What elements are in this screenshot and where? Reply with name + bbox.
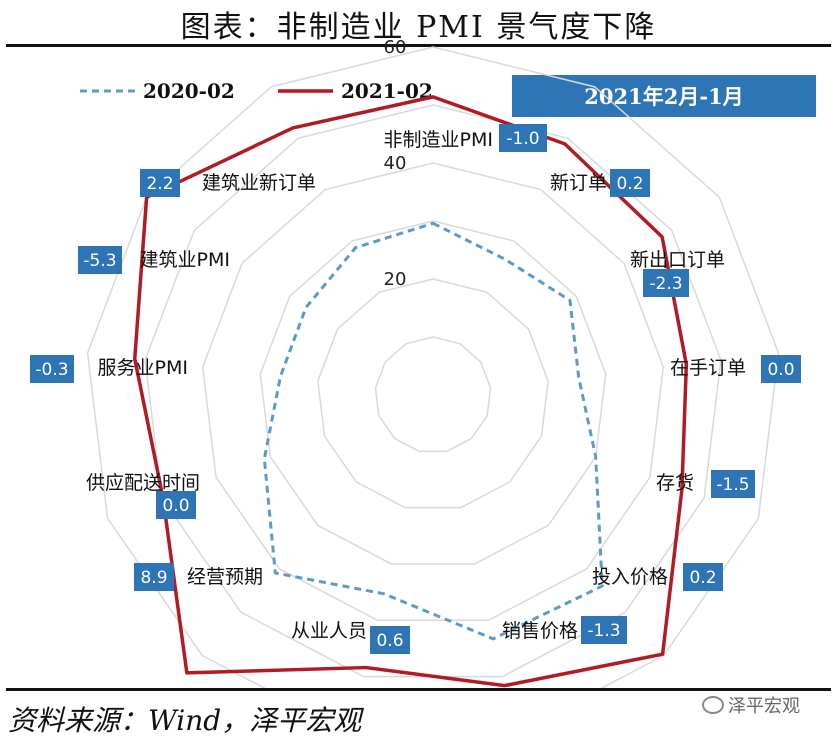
- change-box-4: [711, 470, 755, 498]
- change-box-7: [370, 626, 410, 654]
- axis-label-4: 存货: [656, 472, 694, 494]
- grid-ring-30: [259, 220, 607, 565]
- change-value-7: 0.6: [376, 631, 403, 651]
- change-value-1: 0.2: [616, 174, 643, 194]
- axis-label-6: 销售价格: [502, 620, 578, 642]
- change-header-text: 2021年2月-1月: [584, 84, 743, 109]
- change-value-0: -1.0: [506, 129, 539, 149]
- axis-label-1: 新订单: [550, 172, 607, 194]
- change-header: 2021年2月-1月: [512, 75, 816, 117]
- axis-label-10: 服务业PMI: [98, 357, 188, 379]
- change-box-11: [78, 246, 122, 274]
- change-value-8: 8.9: [140, 568, 167, 588]
- series-layer: [133, 95, 689, 688]
- change-box-0: [499, 124, 547, 152]
- axis-label-2: 新出口订单: [630, 249, 725, 271]
- change-box-5: [683, 563, 723, 591]
- grid-ring-10: [374, 336, 492, 453]
- source-note: 资料来源：Wind，泽平宏观: [8, 704, 362, 737]
- change-value-2: -2.3: [649, 274, 682, 294]
- tick-label-60: 60: [384, 37, 407, 58]
- axis-label-0: 非制造业PMI: [384, 129, 493, 151]
- page-title: 图表：非制造业 PMI 景气度下降: [180, 10, 657, 45]
- legend-label-2020-02: 2020-02: [143, 79, 235, 103]
- grid-ring-60: [86, 46, 780, 690]
- watermark-text: 泽平宏观: [728, 696, 800, 717]
- axis-label-5: 投入价格: [592, 566, 668, 588]
- change-box-3: [761, 355, 801, 383]
- change-value-9: 0.0: [162, 496, 189, 516]
- watermark: 泽平宏观: [702, 692, 800, 718]
- axis-label-12: 建筑业新订单: [202, 172, 316, 194]
- series-line-2021-02: [133, 95, 689, 688]
- change-box-12: [140, 169, 180, 197]
- axis-label-3: 在手订单: [670, 357, 746, 379]
- change-box-9: [156, 491, 196, 519]
- change-value-6: -1.3: [587, 621, 620, 641]
- axis-labels: 非制造业PMI -1.0 新订单 0.2 新出口订单 -2.3 在手订单 0.0 存货 -1.5 投…: [30, 124, 801, 654]
- change-box-8: [134, 563, 174, 591]
- change-value-12: 2.2: [146, 174, 173, 194]
- change-value-5: 0.2: [689, 568, 716, 588]
- change-value-4: -1.5: [716, 475, 749, 495]
- change-value-3: 0.0: [767, 360, 794, 380]
- change-header-box: [512, 75, 816, 117]
- change-box-6: [581, 616, 627, 644]
- series-line-2020-02: [262, 221, 604, 641]
- grid-ring-20: [317, 278, 549, 509]
- change-box-1: [610, 169, 650, 197]
- tick-label-20: 20: [384, 269, 407, 290]
- change-value-10: -0.3: [35, 360, 68, 380]
- title-rule: [6, 44, 831, 47]
- tick-label-40: 40: [384, 153, 407, 174]
- change-value-11: -5.3: [83, 251, 116, 271]
- radar-chart: 2020-02 2021-02 2021年2月-1月 20 40 60 非制造业PM…: [30, 37, 816, 690]
- change-box-10: [30, 355, 74, 383]
- axis-label-11: 建筑业PMI: [140, 249, 230, 271]
- legend: 2020-02 2021-02: [80, 79, 433, 103]
- footer-rule: [6, 688, 831, 691]
- axis-label-9: 供应配送时间: [86, 472, 200, 494]
- grid-ring-40: [201, 162, 665, 622]
- change-box-2: [643, 269, 689, 297]
- axis-label-7: 从业人员: [291, 620, 367, 642]
- wechat-icon: [702, 696, 724, 714]
- axis-label-8: 经营预期: [187, 566, 263, 588]
